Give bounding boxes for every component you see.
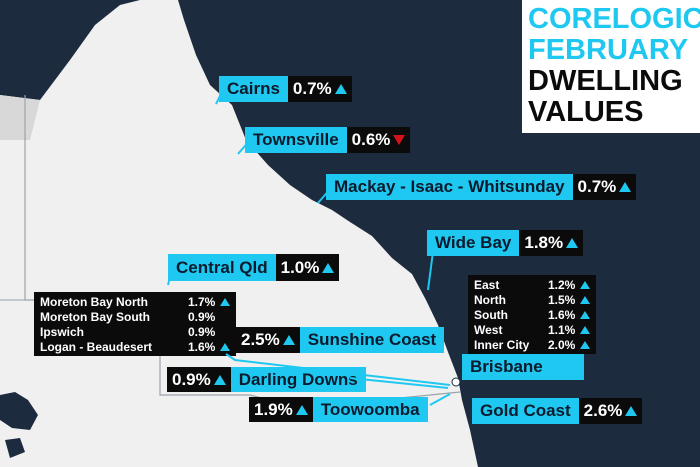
mackay-value-box: 0.7% xyxy=(572,174,637,200)
moreton-breakdown: Moreton Bay North 1.7% Moreton Bay South 0… xyxy=(34,292,236,356)
down-arrow-icon xyxy=(393,135,406,145)
darling-downs-name: Darling Downs xyxy=(230,367,366,392)
cairns-value-box: 0.7% xyxy=(287,76,352,102)
title-line-2: FEBRUARY xyxy=(528,34,689,66)
cairns-name: Cairns xyxy=(219,76,288,102)
breakdown-row: Moreton Bay North 1.7% xyxy=(40,294,232,309)
label-brisbane: Brisbane xyxy=(462,354,584,380)
brisbane-breakdown: East 1.2% North 1.5% South 1.6% West 1.1% In… xyxy=(468,275,596,354)
wide-bay-name: Wide Bay xyxy=(427,230,520,256)
row-name: West xyxy=(474,322,503,337)
gold-coast-value: 2.6% xyxy=(583,401,623,420)
up-arrow-icon xyxy=(580,340,590,349)
breakdown-row: East 1.2% xyxy=(474,277,592,292)
townsville-name: Townsville xyxy=(245,127,347,153)
townsville-value-box: 0.6% xyxy=(346,127,411,153)
row-name: South xyxy=(474,307,508,322)
title-line-1: CORELOGIC xyxy=(528,3,700,35)
label-townsville: Townsville 0.6% xyxy=(245,127,411,153)
up-arrow-icon xyxy=(322,262,335,273)
northern-territory-left xyxy=(0,95,40,140)
up-arrow-icon xyxy=(282,335,295,345)
up-arrow-icon xyxy=(295,404,308,415)
row-name: Inner City xyxy=(474,337,530,352)
central-qld-value: 1.0% xyxy=(280,257,320,277)
toowoomba-value: 1.9% xyxy=(254,399,293,419)
gold-coast-name: Gold Coast xyxy=(472,398,579,424)
breakdown-row: Moreton Bay South 0.9% xyxy=(40,309,232,324)
title-line-3: DWELLING xyxy=(528,65,683,97)
up-arrow-icon xyxy=(580,280,590,289)
row-value: 1.6% xyxy=(188,339,216,354)
row-value: 0.9% xyxy=(188,309,216,324)
wide-bay-value: 1.8% xyxy=(524,233,564,252)
row-name: Moreton Bay South xyxy=(40,309,150,324)
row-value: 1.1% xyxy=(548,322,576,337)
row-value: 2.0% xyxy=(548,337,576,352)
up-arrow-icon xyxy=(220,342,230,351)
row-value: 1.6% xyxy=(548,307,576,322)
label-cairns: Cairns 0.7% xyxy=(219,76,352,102)
up-arrow-icon xyxy=(220,297,230,306)
central-qld-name: Central Qld xyxy=(168,254,276,281)
islands xyxy=(0,392,38,458)
row-name: East xyxy=(474,277,500,292)
breakdown-row: Logan - Beaudesert 1.6% xyxy=(40,339,232,354)
label-mackay: Mackay - Isaac - Whitsunday 0.7% xyxy=(326,174,637,200)
sunshine-coast-value-box: 2.5% xyxy=(236,327,300,353)
up-arrow-icon xyxy=(625,406,638,416)
up-arrow-icon xyxy=(213,374,226,385)
mackay-value: 0.7% xyxy=(577,177,617,196)
title-block: CORELOGIC FEBRUARY DWELLING VALUES xyxy=(522,0,700,133)
row-name: Ipswich xyxy=(40,324,85,339)
label-darling-downs: 0.9% Darling Downs xyxy=(167,367,366,392)
up-arrow-icon xyxy=(619,182,632,192)
title-line-4: VALUES xyxy=(528,96,644,128)
up-arrow-icon xyxy=(580,310,590,319)
sunshine-coast-name: Sunshine Coast xyxy=(299,327,445,353)
label-gold-coast: Gold Coast 2.6% xyxy=(472,398,643,424)
up-arrow-icon xyxy=(334,84,347,94)
row-value: 1.7% xyxy=(188,294,216,309)
row-name: Logan - Beaudesert xyxy=(40,339,153,354)
sunshine-coast-value: 2.5% xyxy=(241,330,280,349)
gold-coast-value-box: 2.6% xyxy=(578,398,643,424)
label-central-qld: Central Qld 1.0% xyxy=(168,254,340,281)
row-value: 1.5% xyxy=(548,292,576,307)
cairns-value: 0.7% xyxy=(292,79,332,98)
breakdown-row: South 1.6% xyxy=(474,307,592,322)
central-qld-value-box: 1.0% xyxy=(275,254,340,281)
label-sunshine-coast: 2.5% Sunshine Coast xyxy=(236,327,445,353)
row-value: 1.2% xyxy=(548,277,576,292)
toowoomba-name: Toowoomba xyxy=(312,397,428,422)
townsville-value: 0.6% xyxy=(351,130,391,149)
row-name: Moreton Bay North xyxy=(40,294,148,309)
darling-downs-value-box: 0.9% xyxy=(167,367,231,392)
breakdown-row: North 1.5% xyxy=(474,292,592,307)
up-arrow-icon xyxy=(566,238,579,248)
row-name: North xyxy=(474,292,506,307)
toowoomba-value-box: 1.9% xyxy=(249,397,313,422)
wide-bay-value-box: 1.8% xyxy=(519,230,584,256)
breakdown-row: West 1.1% xyxy=(474,322,592,337)
up-arrow-icon xyxy=(580,325,590,334)
darling-downs-value: 0.9% xyxy=(172,369,211,389)
mackay-name: Mackay - Isaac - Whitsunday xyxy=(326,174,573,200)
row-value: 0.9% xyxy=(188,324,216,339)
up-arrow-icon xyxy=(580,295,590,304)
brisbane-name: Brisbane xyxy=(462,354,584,380)
label-toowoomba: 1.9% Toowoomba xyxy=(249,397,428,422)
breakdown-row: Ipswich 0.9% xyxy=(40,324,232,339)
breakdown-row: Inner City 2.0% xyxy=(474,337,592,352)
label-wide-bay: Wide Bay 1.8% xyxy=(427,230,584,256)
